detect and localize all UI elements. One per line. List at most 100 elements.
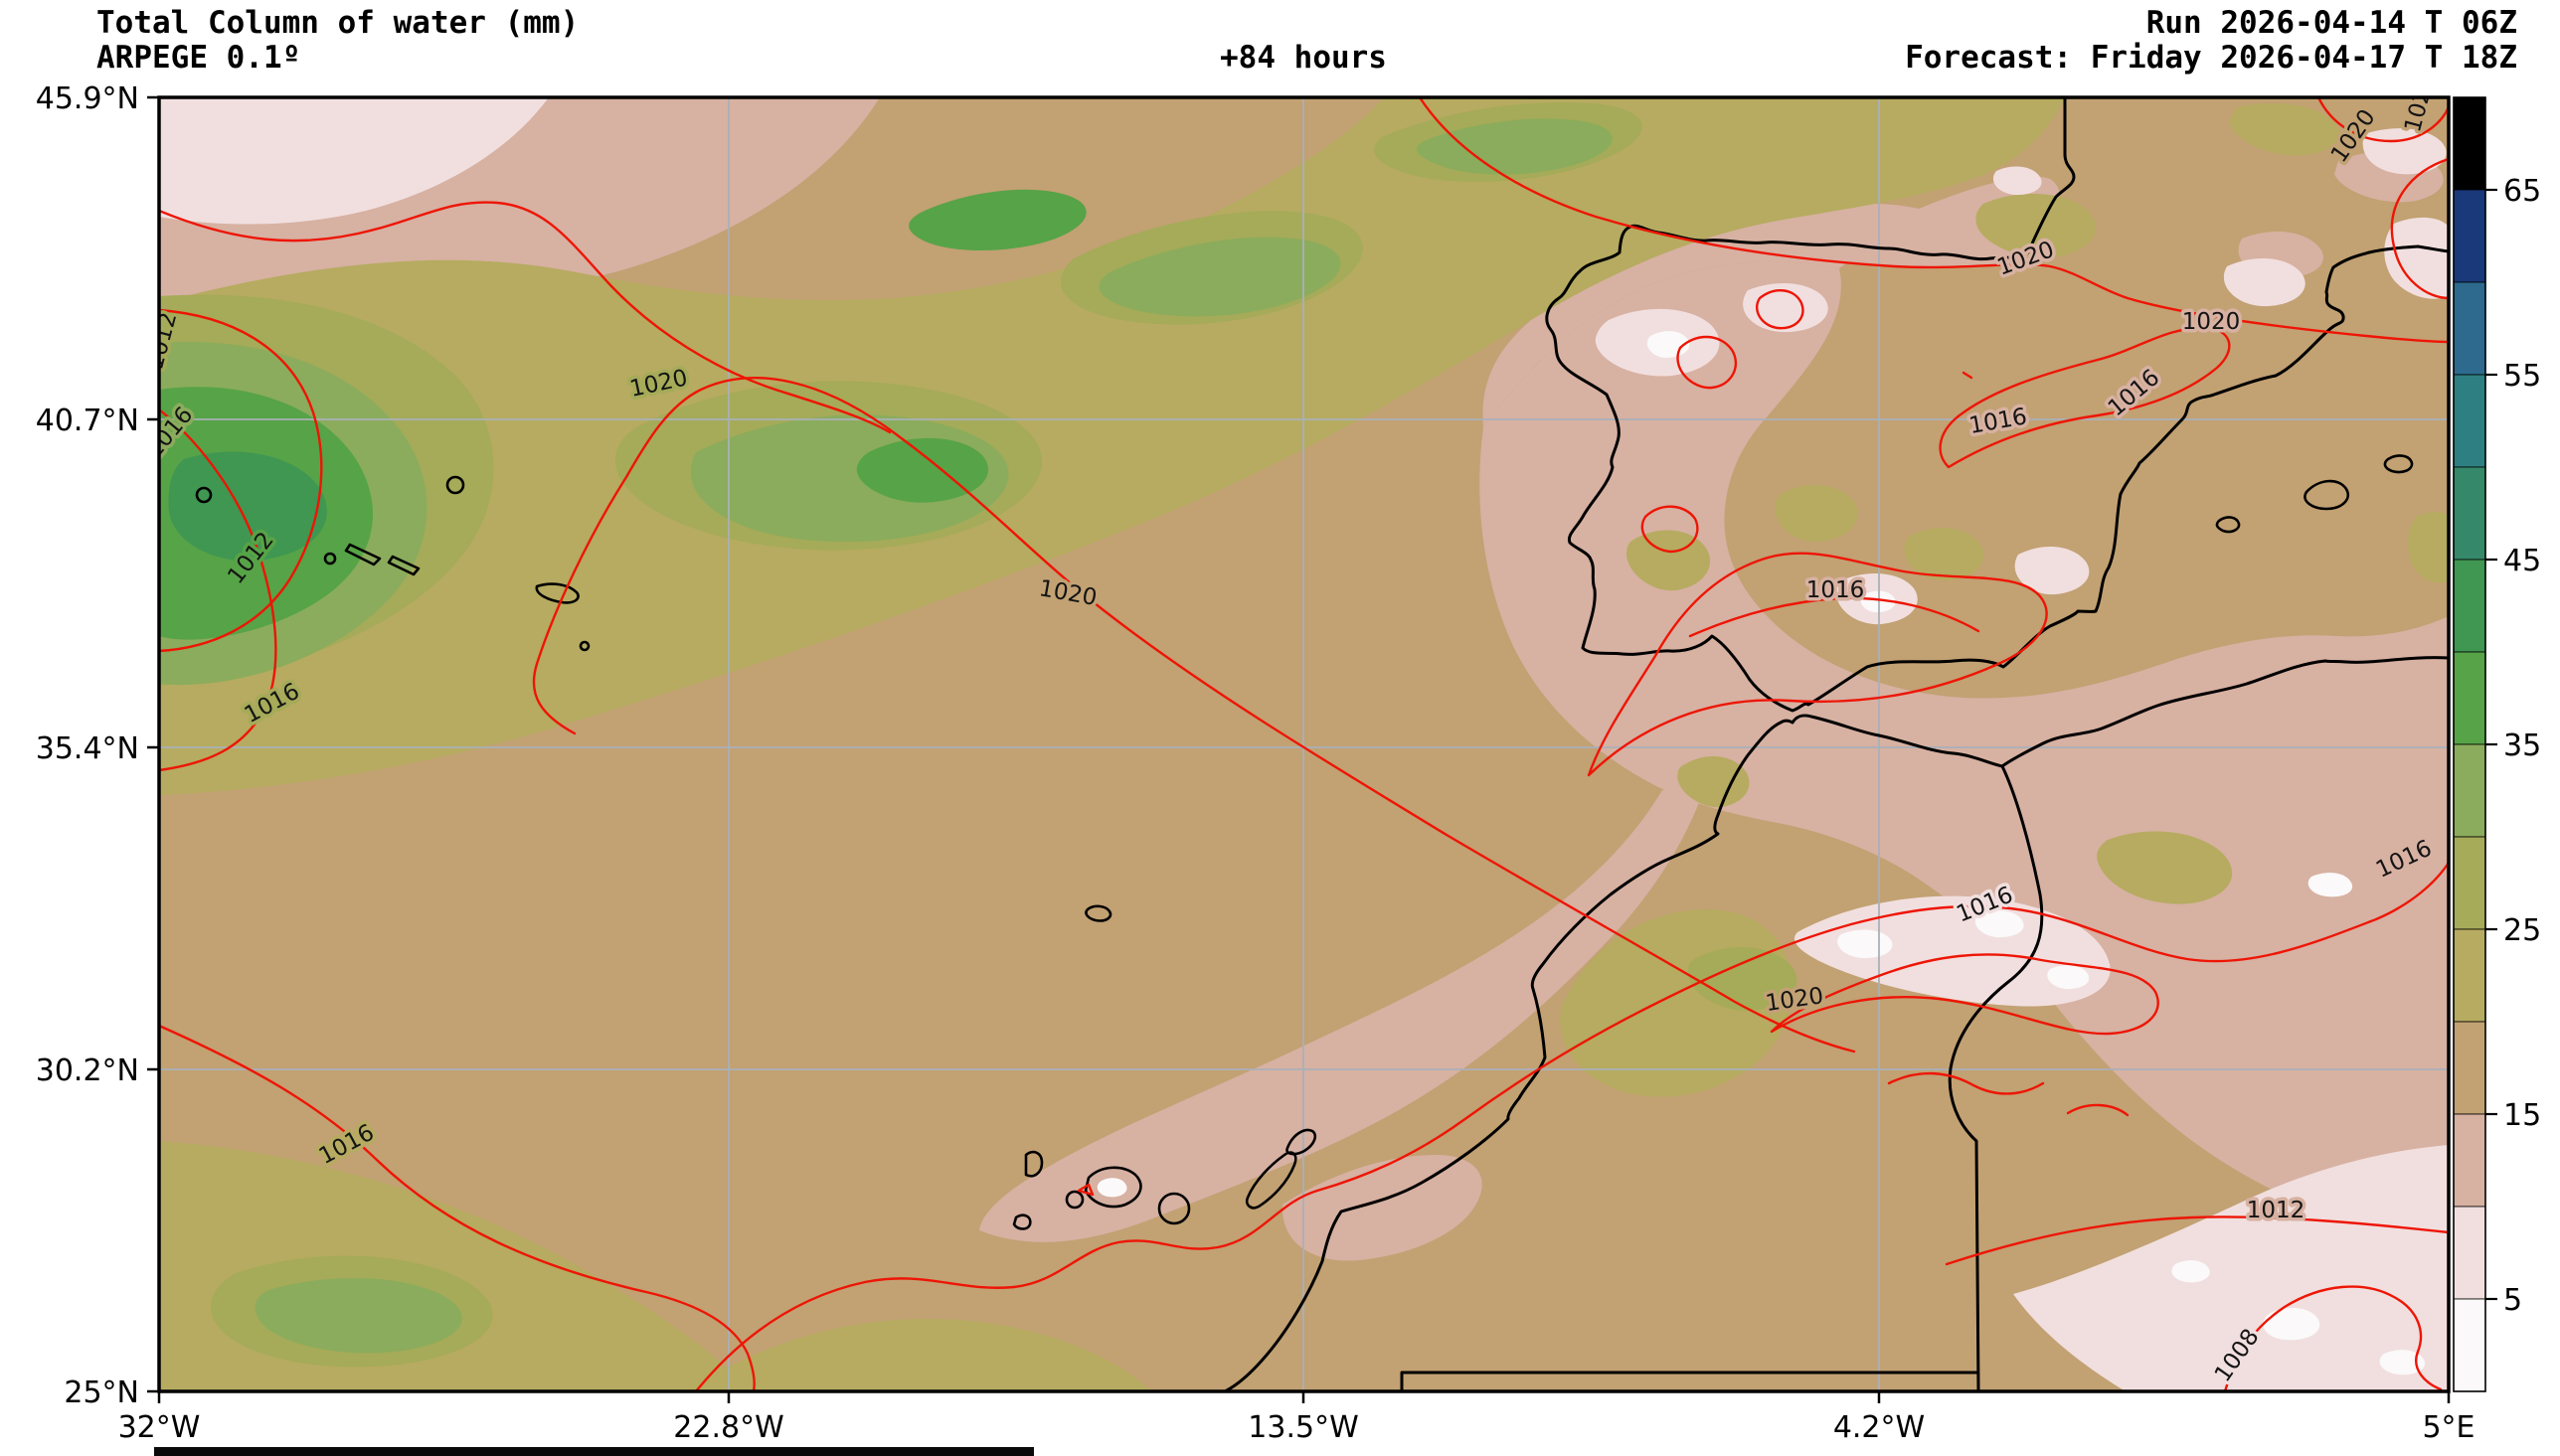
xlabel-22.8W: 22.8°W	[673, 1410, 783, 1445]
region-green-band-spot	[856, 437, 989, 503]
isobar-squiggle-south-2	[2066, 1103, 2130, 1117]
island-azores-7	[579, 640, 591, 652]
xlabel-13.5W: 13.5°W	[1248, 1410, 1358, 1445]
colorbar: 65 55 45 35 25 15 5	[2453, 96, 2541, 1392]
ylabel-40.7N: 40.7°N	[36, 404, 139, 438]
isobar-1020-corner-2	[2390, 157, 2449, 300]
colorbar-segment-40-45	[2453, 559, 2486, 653]
border-western-sahara	[1400, 1371, 1978, 1391]
isobar-1008-bottomright	[2223, 1285, 2443, 1391]
isobar-loop-nspain-1	[1676, 335, 1738, 390]
island-azores-6	[535, 582, 580, 604]
isobar-1020-corner-1	[2316, 97, 2449, 143]
region-yg-streak	[1099, 237, 1341, 317]
island-ibiza	[2215, 516, 2241, 534]
region-khaki-algeria	[2097, 831, 2233, 904]
region-palepink-necorner-2	[2384, 217, 2449, 299]
region-khaki-spain-2	[1775, 485, 1858, 543]
region-khaki-pyrenees	[1975, 193, 2097, 258]
region-white-atlas-2	[1974, 910, 2024, 938]
isobar-1016-spain-branch	[1688, 596, 1980, 638]
run-label: Run 2026-04-14 T 06Z	[2146, 5, 2517, 41]
isobar-1016-spain-loop	[1587, 552, 2048, 777]
border-morocco-algeria	[1948, 764, 2044, 1391]
island-tenerife	[1084, 1166, 1142, 1209]
isobar-1012-bottomright	[1945, 1215, 2449, 1266]
ylabel-30.2N: 30.2°N	[36, 1053, 139, 1088]
island-azores-4	[323, 552, 337, 566]
forecast-label: Forecast: Friday 2026-04-17 T 18Z	[1905, 40, 2517, 76]
isobar-mark-tenerife	[1077, 1183, 1095, 1197]
island-la-gomera	[1065, 1190, 1085, 1210]
colorbar-segment-50-55	[2453, 374, 2486, 468]
isobar-mark-spain	[1962, 371, 1973, 380]
bottom-partial-bar	[154, 1447, 1034, 1456]
isobar-loop-central-spain	[1640, 505, 1699, 554]
colorbar-segment-20-25	[2453, 928, 2486, 1023]
figure-title: Total Column of water (mm)	[96, 5, 579, 41]
isobar-squiggle-south-1	[1887, 1071, 2045, 1095]
isobars	[159, 97, 2449, 1391]
island-lanzarote	[1285, 1128, 1317, 1156]
xlabel-32W: 32°W	[118, 1410, 201, 1445]
xlabel-4.2W: 4.2°W	[1833, 1410, 1925, 1445]
lead-time-label: +84 hours	[1220, 40, 1387, 76]
colorbar-segment-0-5	[2453, 1298, 2486, 1392]
isobar-1016-bottomleft	[159, 1024, 756, 1391]
region-white-atlas-3	[2047, 965, 2090, 990]
colorbar-segment-55-60	[2453, 281, 2486, 376]
region-khaki-morocco-2	[1677, 756, 1750, 808]
region-pinktan-canary-east	[1281, 1155, 1482, 1261]
island-el-hierro	[1012, 1213, 1032, 1230]
colorbar-label-45: 45	[2503, 544, 2541, 578]
colorbar-label-25: 25	[2503, 913, 2541, 948]
isobar-label-1016: 1016	[1806, 577, 1865, 603]
isobar-label-1020: 1020	[2182, 309, 2241, 335]
islands	[195, 454, 2414, 1230]
region-white-br-1	[2263, 1308, 2320, 1341]
isobar-1020-long	[532, 377, 1856, 1053]
region-pinktan-iberia-med	[1479, 261, 2449, 1240]
island-fuerteventura	[1245, 1151, 1297, 1210]
region-khaki-france	[2229, 103, 2340, 156]
region-yg-bottomleft	[255, 1277, 462, 1354]
region-white-br-2	[2379, 1350, 2426, 1375]
colorbar-segment-10-15	[2453, 1113, 2486, 1208]
header: Total Column of water (mm) ARPEGE 0.1º +…	[96, 5, 2517, 76]
region-white-br-3	[2171, 1260, 2210, 1283]
region-khaki-band	[159, 97, 2065, 795]
region-pinktan-tongue	[979, 790, 1702, 1242]
island-azores-2	[344, 543, 382, 566]
colorbar-segment-30-35	[2453, 743, 2486, 838]
region-green-streak-upper	[909, 189, 1087, 250]
island-madeira	[1085, 904, 1112, 922]
region-green-dark-core	[168, 451, 327, 562]
region-khaki-spain-3	[1904, 528, 1984, 581]
ylabel-25N: 25°N	[64, 1375, 139, 1410]
colorbar-segment-65-70	[2453, 96, 2486, 191]
isobar-1016-canaries-atlas	[694, 861, 2449, 1391]
region-yg-topstrip	[1416, 118, 1613, 175]
axis-ticks	[147, 95, 2451, 1403]
island-menorca	[2383, 454, 2414, 474]
isobar-topleft	[159, 201, 892, 434]
isobar-loop-nspain-2	[1755, 289, 1804, 330]
colorbar-segment-45-50	[2453, 466, 2486, 561]
isobar-1016-left	[159, 407, 277, 772]
isobar-1020-atlas-loop	[1770, 953, 2159, 1036]
island-azores-3	[387, 555, 421, 576]
colorbar-segment-35-40	[2453, 651, 2486, 745]
isobar-label-1012: 1012	[2247, 1198, 2305, 1223]
xlabel-5E: 5°E	[2422, 1410, 2475, 1445]
colorbar-label-15: 15	[2503, 1098, 2541, 1133]
colorbar-label-65: 65	[2503, 174, 2541, 209]
island-azores-1	[195, 486, 213, 504]
ylabel-35.4N: 35.4°N	[36, 731, 139, 766]
model-label: ARPEGE 0.1º	[96, 40, 300, 76]
region-olive-morocco	[1687, 947, 1797, 1011]
isobar-1012-left	[159, 308, 323, 653]
region-palepink-spain-5	[2223, 257, 2305, 307]
